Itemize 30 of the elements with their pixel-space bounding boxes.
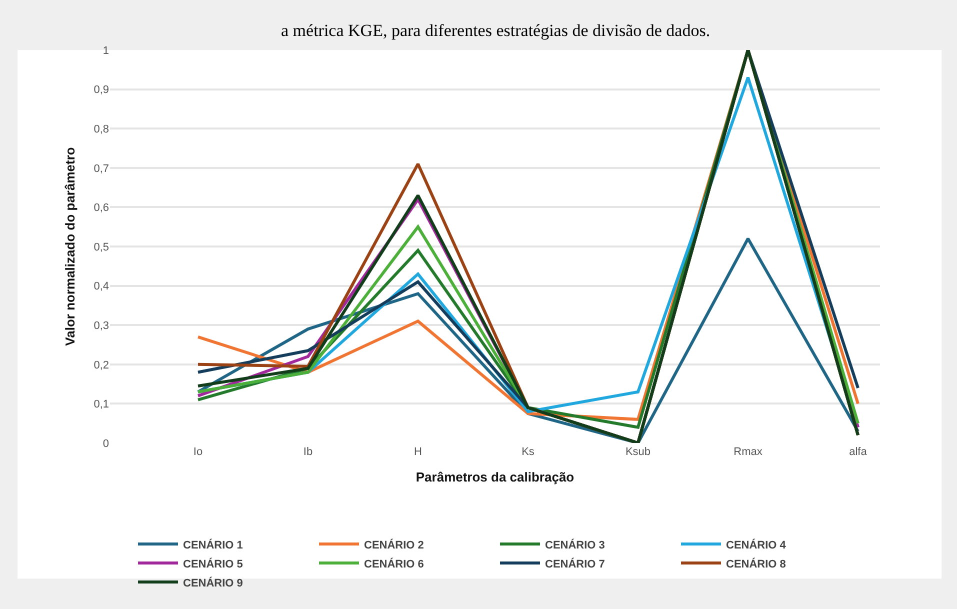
y-tick-label: 0,3 [94,320,109,332]
legend-label: CENÁRIO 6 [364,557,424,570]
y-tick-label: 0,6 [94,202,109,214]
legend-label: CENÁRIO 8 [726,557,786,570]
y-tick-label: 0,2 [94,359,109,372]
y-tick-label: 0,4 [94,280,109,293]
text: a métrica KGE, para diferentes estratégias de divisão de dados. [281,21,710,40]
legend-label: CENÁRIO 5 [183,557,243,570]
legend-label: CENÁRIO 4 [726,538,787,552]
y-tick-label: 0,5 [94,241,109,254]
y-tick-label: 0,1 [94,398,109,411]
y-tick-label: 0 [102,438,109,450]
x-tick-label: Rmax [734,446,763,458]
y-tick-label: 0,8 [94,123,109,136]
x-axis-title: Parâmetros da calibração [416,470,574,485]
legend-label: CENÁRIO 7 [545,557,605,570]
legend-label: CENÁRIO 3 [545,538,605,552]
y-tick-label: 1 [102,44,109,57]
y-tick-label: 0,9 [94,84,109,96]
x-tick-label: Ksub [625,446,651,458]
x-tick-label: Ib [303,446,313,458]
y-axis-title: Valor normalizado do parâmetro [62,147,78,346]
x-tick-label: H [414,446,422,458]
legend-label: CENÁRIO 9 [183,576,243,590]
y-tick-label: 0,7 [94,162,109,175]
legend-label: CENÁRIO 2 [364,538,424,552]
x-tick-label: alfa [849,446,868,458]
x-tick-label: Io [193,446,203,458]
x-tick-label: Ks [522,446,535,458]
legend-label: CENÁRIO 1 [183,538,243,552]
